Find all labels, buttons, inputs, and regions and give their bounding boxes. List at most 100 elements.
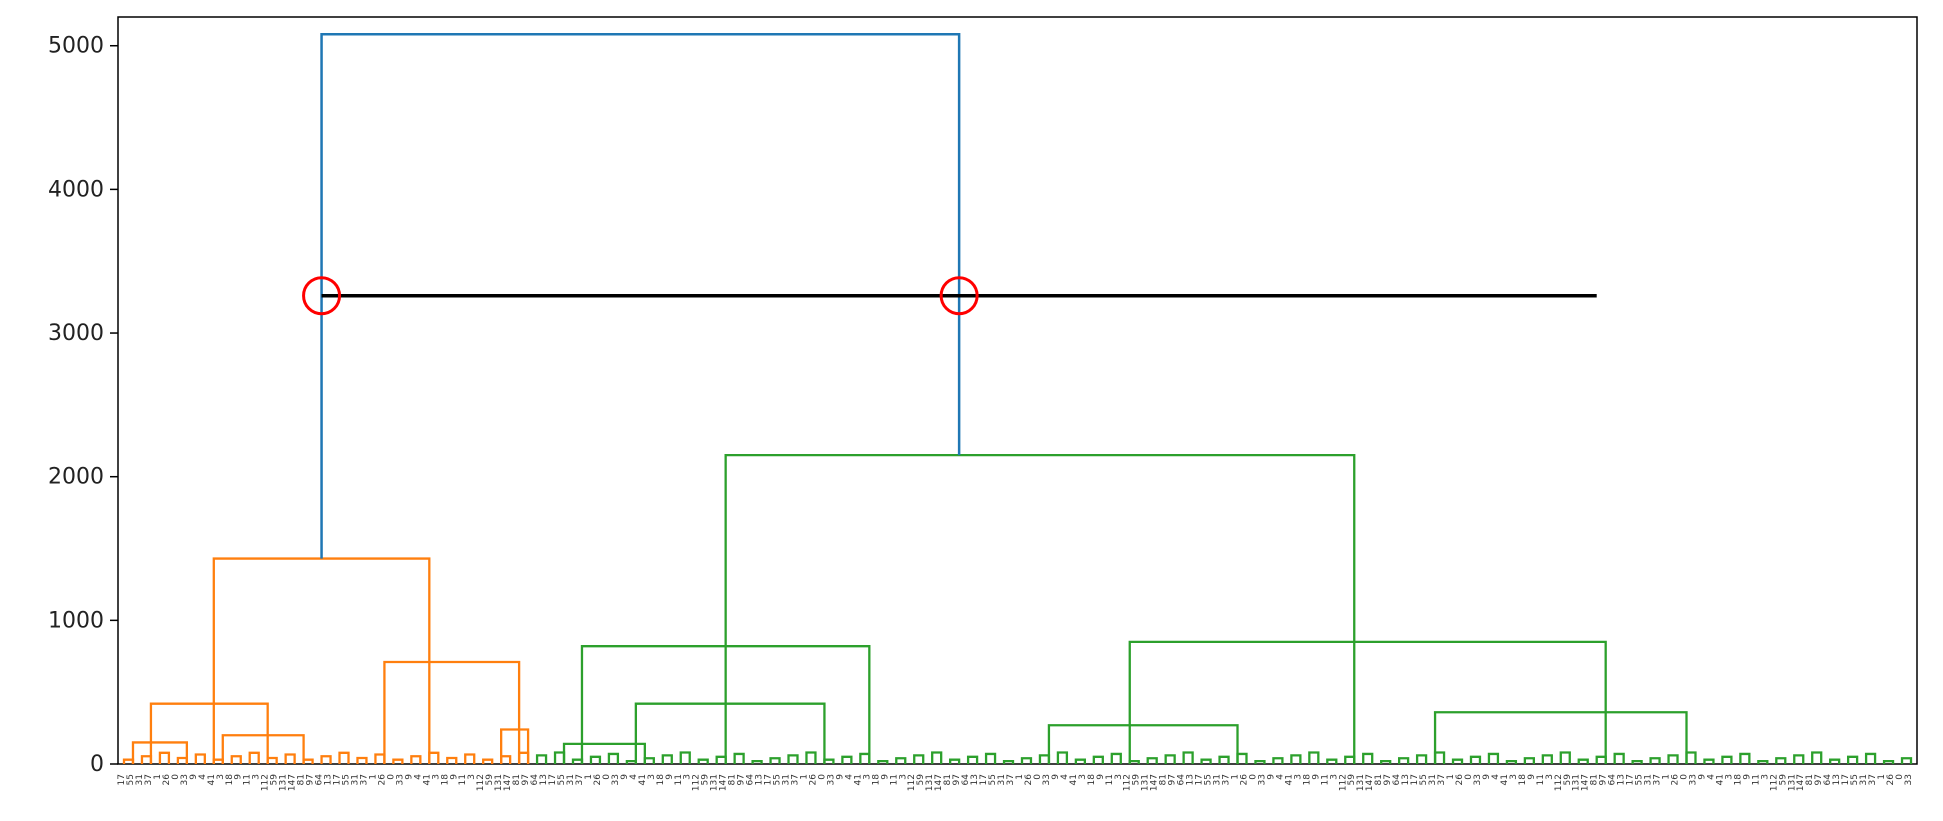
dendrogram-link [1433,711,1688,764]
leaf-label: 81 [1805,774,1815,785]
dendrogram-link [356,756,368,764]
leaf-label: 131 [1356,774,1366,791]
leaf-label: 26 [593,774,603,786]
dendrogram-link [284,753,296,764]
leaf-label: 1 [1231,774,1241,780]
leaf-label: 4 [1060,774,1070,780]
leaf-label: 41 [1715,774,1725,785]
leaf-label: 37 [1437,774,1447,785]
leaf-label: 131 [710,774,720,791]
dendrogram-link [1362,752,1374,764]
dendrogram-link [122,758,135,764]
leaf-label: 3 [862,774,872,780]
leaf-label: 3 [216,774,226,780]
leaf-label: 33 [1688,774,1698,785]
dendrogram-link [1433,751,1446,764]
leaf-label: 64 [315,774,325,786]
leaf-label: 37 [1006,774,1016,785]
right-intersection-marker [939,276,979,316]
leaf-label: 64 [1177,774,1187,786]
dendrogram-link [1685,751,1697,764]
leaf-label: 3 [1329,774,1339,780]
dendrogram-link [302,758,314,764]
leaf-label: 59 [916,774,926,786]
dendrogram-link [392,758,404,764]
leaf-label: 1 [1877,774,1887,780]
leaf-label: 9 [1482,774,1492,780]
dendrogram-link [482,758,494,764]
leaf-label: 17 [979,774,989,785]
leaf-label: 112 [476,774,486,791]
y-axis: 0 1000 2000 3000 4000 5000 [48,34,118,777]
leaf-label: 26 [377,774,387,786]
dendrogram-link [607,752,620,764]
leaf-label: 18 [1518,774,1528,786]
leaf-label: 0 [602,774,612,780]
dendrogram-link [1218,755,1230,764]
dendrogram-link [1164,754,1176,764]
leaf-label: 59 [270,774,280,786]
leaf-label: 13 [324,774,334,785]
leaf-label: 1 [1662,774,1672,780]
leaf-label: 0 [1248,774,1258,780]
dendrogram-link [1047,724,1239,764]
leaf-label: 147 [719,774,729,791]
leaf-label: 59 [485,774,495,786]
leaf-label: 112 [1769,774,1779,791]
leaf-label: 81 [728,774,738,785]
leaf-label: 9 [620,774,630,780]
dendrogram-link [841,755,853,764]
leaf-label: 55 [341,774,351,785]
leaf-label: 9 [404,774,414,780]
leaf-label: 9 [1311,774,1321,780]
leaf-label: 41 [1500,774,1510,785]
leaf-label: 55 [988,774,998,785]
leaf-label: 11 [243,774,253,785]
leaf-label: 1 [1446,774,1456,780]
y-tick-label: 2000 [48,465,104,490]
leaf-label: 33 [180,774,190,785]
dendrogram-link [661,754,673,764]
leaf-label: 11 [889,774,899,785]
leaf-label: 81 [1590,774,1600,785]
dendrogram-link [823,758,835,764]
dendrogram-link [895,757,907,764]
leaf-label: 147 [1796,774,1806,791]
leaf-label: 147 [1150,774,1160,791]
dendrogram-link [1002,759,1015,764]
leaf-label: 0 [817,774,827,780]
leaf-label: 147 [1365,774,1375,791]
leaf-label: 18 [225,774,235,786]
annotation-layer [302,276,1597,316]
dendrogram-link [1344,755,1356,764]
leaf-label: 3 [1293,774,1303,780]
leaf-label: 17 [1626,774,1636,785]
dendrogram-link [697,758,709,764]
leaf-label: 4 [1491,774,1501,780]
dendrogram-link [1038,754,1051,764]
dendrogram-link [1846,755,1859,764]
leaf-label: 26 [1239,774,1249,786]
dendrogram-link [1272,757,1284,764]
leaf-label: 13 [1832,774,1842,785]
leaf-label: 3 [898,774,908,780]
leaf-label: 81 [1159,774,1169,785]
leaf-label: 64 [1392,774,1402,786]
dendrogram-link [1200,758,1212,764]
leaf-label: 3 [1724,774,1734,780]
leaf-label: 11 [458,774,468,785]
leaf-label: 97 [521,774,531,785]
leaf-label: 1 [1015,774,1025,780]
dendrogram-link [553,751,566,764]
dendrogram-link [966,755,979,764]
leaf-label: 97 [306,774,316,785]
dendrogram-link [212,758,224,764]
dendrogram-link [805,751,817,764]
leaf-label: 18 [1087,774,1097,786]
leaf-label: 26 [1024,774,1034,786]
dendrogram-link [589,755,602,764]
leaf-label: 33 [1904,774,1914,785]
dendrogram-link [248,751,260,764]
dendrogram-link [194,753,206,764]
dendrogram-link [1721,755,1733,764]
